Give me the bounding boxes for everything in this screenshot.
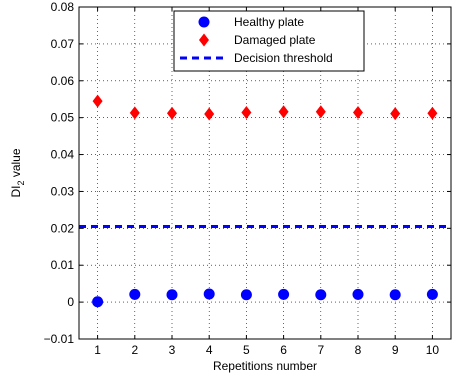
damaged-plate-point (92, 94, 103, 108)
damaged-plate-point (353, 106, 363, 120)
y-axis-label: DI2 value (9, 148, 26, 197)
x-tick-label: 5 (243, 343, 250, 357)
damaged-plate-point (129, 106, 140, 120)
y-tick-label: 0.02 (51, 221, 75, 235)
y-tick-label: 0.03 (51, 184, 75, 198)
y-axis-label-rest: value (9, 148, 23, 180)
x-tick-label: 4 (206, 343, 213, 357)
damaged-plate-point (315, 105, 326, 119)
grid (79, 6, 451, 340)
healthy-plate-point (203, 288, 215, 300)
y-tick-label: 0.04 (51, 148, 75, 162)
x-axis-label: Repetitions number (213, 359, 317, 373)
damaged-plate-point (390, 107, 401, 121)
legend-healthy-plate-label: Healthy plate (234, 15, 304, 29)
y-tick-label: 0.01 (51, 258, 75, 272)
healthy-plate-point (240, 289, 252, 301)
healthy-plate-point (166, 289, 178, 301)
healthy-plate-point (92, 296, 104, 308)
legend-damaged-plate-label: Damaged plate (234, 33, 316, 47)
legend-damaged-plate-marker (199, 33, 209, 47)
y-tick-label: 0.07 (51, 37, 75, 51)
x-tick-label: 2 (131, 343, 138, 357)
y-tick-label: 0.05 (51, 111, 75, 125)
y-tick-label: 0.06 (51, 74, 75, 88)
ticks: 1 2 3 4 5 6 7 8 9 10 −0.01 0 0.01 0.02 0.03 0.04 0.05 0.0… (44, 0, 451, 357)
x-tick-label: 1 (94, 343, 101, 357)
y-tick-label: 0.08 (51, 0, 75, 14)
y-axis-label-main: DI (9, 186, 23, 198)
series-layer (79, 94, 451, 308)
damaged-plate-point (278, 105, 289, 119)
y-tick-label: −0.01 (44, 332, 75, 346)
healthy-plate-point (389, 289, 401, 301)
x-tick-label: 10 (426, 343, 440, 357)
damaged-plate-point (204, 107, 215, 121)
x-tick-label: 9 (392, 343, 399, 357)
plot-frame (78, 6, 452, 340)
x-tick-label: 6 (280, 343, 287, 357)
healthy-plate-point (129, 288, 141, 300)
healthy-plate-point (315, 289, 327, 301)
x-tick-label: 3 (169, 343, 176, 357)
legend: Healthy plate Damaged plate Decision thres… (173, 10, 365, 72)
damaged-plate-point (241, 106, 252, 120)
y-axis-label-subscript: 2 (16, 181, 26, 186)
y-tick-label: 0 (67, 295, 74, 309)
x-tick-label: 8 (355, 343, 362, 357)
x-tick-label: 7 (317, 343, 324, 357)
healthy-plate-point (278, 288, 290, 300)
damaged-plate-point (427, 106, 438, 120)
healthy-plate-point (426, 288, 438, 300)
damaged-plate-point (167, 106, 177, 120)
legend-decision-threshold-label: Decision threshold (234, 51, 333, 65)
legend-healthy-plate-marker (198, 16, 210, 28)
healthy-plate-point (352, 288, 364, 300)
